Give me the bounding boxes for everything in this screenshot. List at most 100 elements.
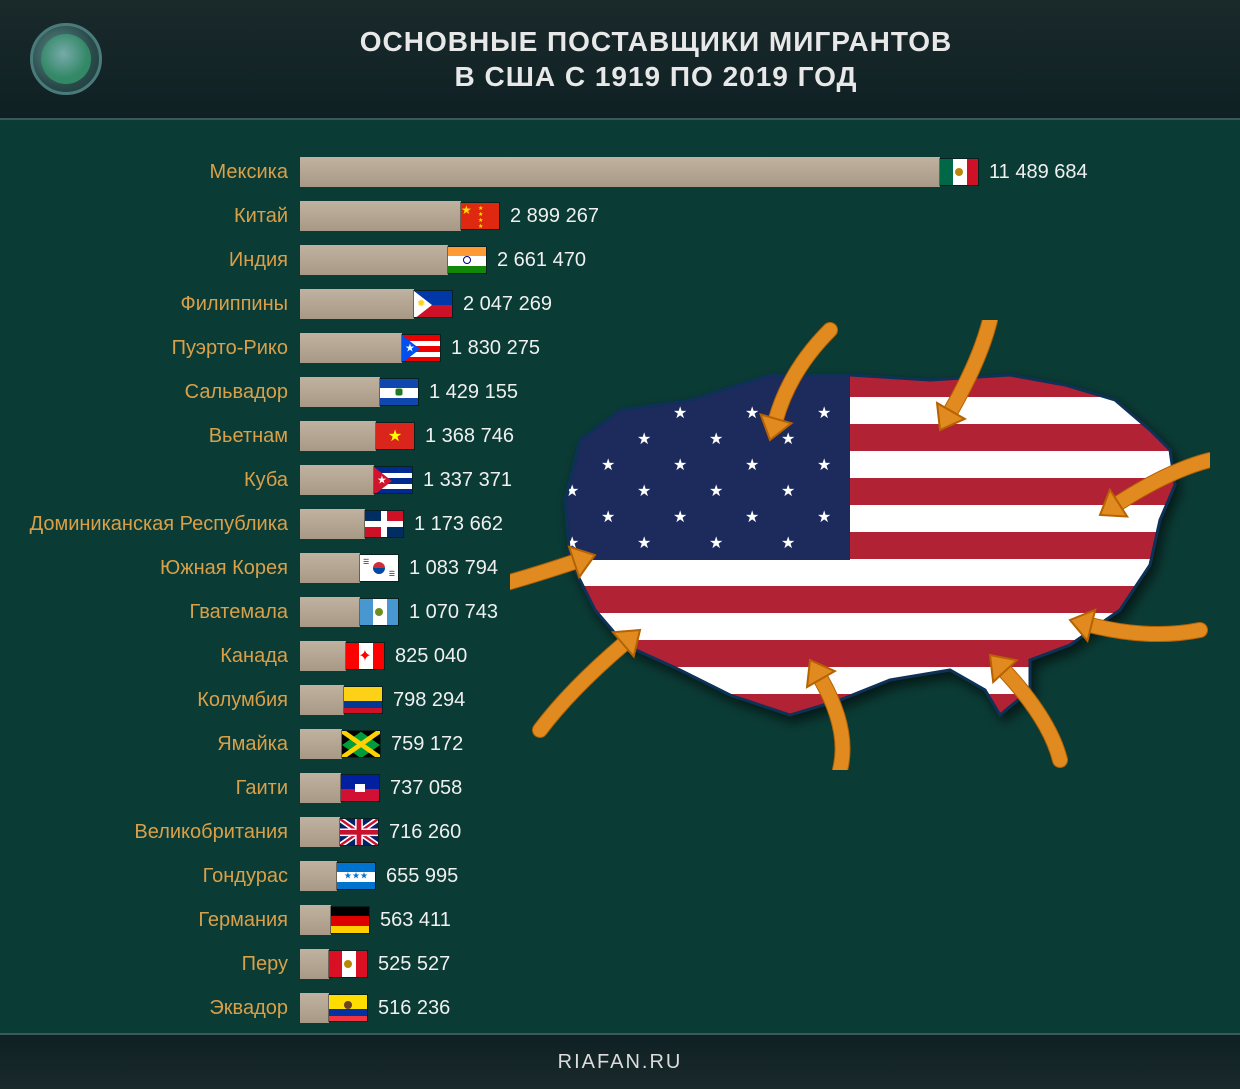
chart-row: Ямайка 759 172 [0, 722, 1240, 766]
country-label: Южная Корея [0, 557, 300, 580]
chart-row: Эквадор 516 236 [0, 986, 1240, 1030]
chart-row: Гондурас ★★★ 655 995 [0, 854, 1240, 898]
country-label: Канада [0, 645, 300, 668]
bar-value: 525 527 [378, 953, 450, 976]
chart-row: Колумбия 798 294 [0, 678, 1240, 722]
bar [300, 641, 346, 671]
chart-row: Канада ✦ 825 040 [0, 634, 1240, 678]
country-label: Эквадор [0, 997, 300, 1020]
site-logo-icon [30, 23, 102, 95]
bar [300, 993, 329, 1023]
bar-value: 1 368 746 [425, 425, 514, 448]
chart-row: Вьетнам ★ 1 368 746 [0, 414, 1240, 458]
chart-row: Гватемала 1 070 743 [0, 590, 1240, 634]
bar-value: 1 429 155 [429, 381, 518, 404]
country-label: Вьетнам [0, 425, 300, 448]
chart-row: Филиппины ✹ 2 047 269 [0, 282, 1240, 326]
country-label: Гондурас [0, 865, 300, 888]
country-label: Куба [0, 469, 300, 492]
chart-row: Перу 525 527 [0, 942, 1240, 986]
chart-row: Гаити 737 058 [0, 766, 1240, 810]
chart-row: Куба ★ 1 337 371 [0, 458, 1240, 502]
bar [300, 333, 402, 363]
bar-value: 1 830 275 [451, 337, 540, 360]
country-label: Мексика [0, 161, 300, 184]
flag-icon: ★★★★★ [460, 202, 500, 230]
country-label: Доминиканская Республика [0, 513, 300, 536]
bar-value: 798 294 [393, 689, 465, 712]
flag-icon: ★★★ [336, 862, 376, 890]
bar [300, 245, 448, 275]
flag-icon [447, 246, 487, 274]
flag-icon: ★ [375, 422, 415, 450]
bar [300, 377, 380, 407]
chart-row: Китай ★★★★★ 2 899 267 [0, 194, 1240, 238]
country-label: Германия [0, 909, 300, 932]
bar [300, 773, 341, 803]
country-label: Индия [0, 249, 300, 272]
bar-value: 2 899 267 [510, 205, 599, 228]
bar [300, 817, 340, 847]
bar-value: 1 173 662 [414, 513, 503, 536]
bar [300, 465, 374, 495]
bar-value: 516 236 [378, 997, 450, 1020]
bar-value: 1 070 743 [409, 601, 498, 624]
header: ОСНОВНЫЕ ПОСТАВЩИКИ МИГРАНТОВ В США С 19… [0, 0, 1240, 120]
footer: RIAFAN.RU [0, 1033, 1240, 1089]
bar-value: 563 411 [380, 909, 451, 932]
bar [300, 905, 331, 935]
flag-icon [364, 510, 404, 538]
flag-icon [328, 994, 368, 1022]
bar [300, 201, 461, 231]
flag-icon: ☰☰ [359, 554, 399, 582]
country-label: Гаити [0, 777, 300, 800]
chart-row: Германия 563 411 [0, 898, 1240, 942]
bar [300, 509, 365, 539]
flag-icon [359, 598, 399, 626]
chart-row: Мексика 11 489 684 [0, 150, 1240, 194]
bar [300, 289, 414, 319]
flag-icon [330, 906, 370, 934]
bar-value: 11 489 684 [989, 161, 1088, 184]
chart-row: Индия 2 661 470 [0, 238, 1240, 282]
bar-value: 716 260 [389, 821, 461, 844]
country-label: Китай [0, 205, 300, 228]
flag-icon [339, 818, 379, 846]
title-line-2: В США С 1919 ПО 2019 ГОД [102, 59, 1210, 94]
flag-icon [340, 774, 380, 802]
country-label: Перу [0, 953, 300, 976]
bar [300, 729, 342, 759]
bar [300, 553, 360, 583]
chart-row: Сальвадор 1 429 155 [0, 370, 1240, 414]
bar [300, 949, 329, 979]
country-label: Филиппины [0, 293, 300, 316]
bar [300, 685, 344, 715]
bar-value: 737 058 [390, 777, 462, 800]
bar-value: 1 337 371 [423, 469, 512, 492]
bar [300, 157, 940, 187]
flag-icon: ★ [373, 466, 413, 494]
bar-value: 2 661 470 [497, 249, 586, 272]
country-label: Пуэрто-Рико [0, 337, 300, 360]
flag-icon [379, 378, 419, 406]
flag-icon [328, 950, 368, 978]
source-label: RIAFAN.RU [558, 1051, 683, 1074]
title-line-1: ОСНОВНЫЕ ПОСТАВЩИКИ МИГРАНТОВ [102, 24, 1210, 59]
chart-row: Пуэрто-Рико ★ 1 830 275 [0, 326, 1240, 370]
country-label: Ямайка [0, 733, 300, 756]
flag-icon: ✹ [413, 290, 453, 318]
country-label: Великобритания [0, 821, 300, 844]
page-title: ОСНОВНЫЕ ПОСТАВЩИКИ МИГРАНТОВ В США С 19… [102, 24, 1210, 94]
country-label: Гватемала [0, 601, 300, 624]
country-label: Колумбия [0, 689, 300, 712]
flag-icon [939, 158, 979, 186]
chart-row: Доминиканская Республика 1 173 662 [0, 502, 1240, 546]
migrants-bar-chart: Мексика 11 489 684 Китай ★★★★★ 2 899 267… [0, 150, 1240, 1030]
bar-value: 2 047 269 [463, 293, 552, 316]
bar [300, 421, 376, 451]
bar [300, 861, 337, 891]
country-label: Сальвадор [0, 381, 300, 404]
chart-row: Южная Корея ☰☰ 1 083 794 [0, 546, 1240, 590]
flag-icon: ✦ [345, 642, 385, 670]
chart-row: Великобритания 716 260 [0, 810, 1240, 854]
